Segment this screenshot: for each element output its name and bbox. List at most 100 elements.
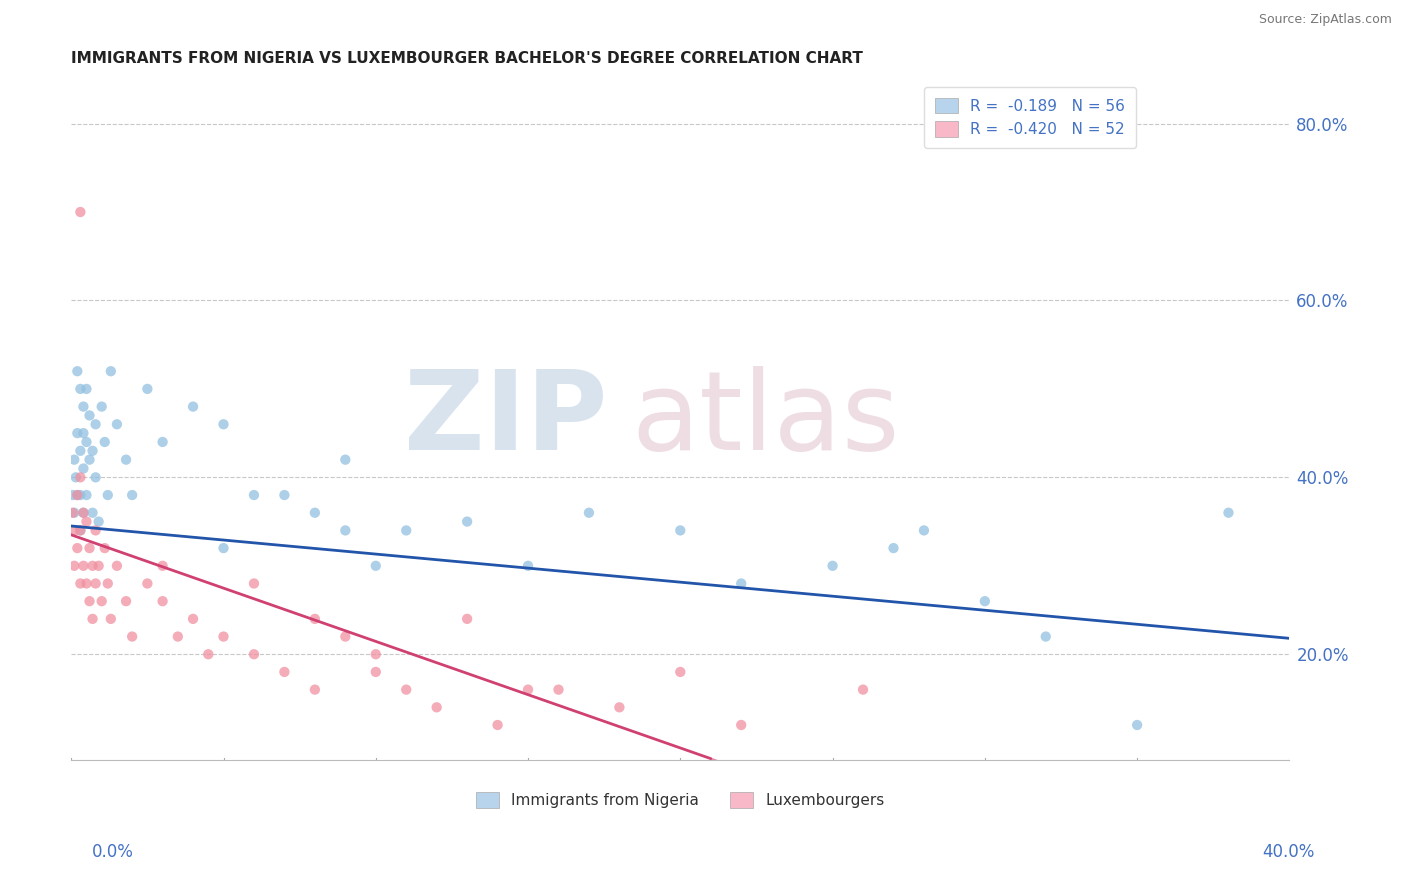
Point [426, 700, 449, 714]
Point [456, 515, 478, 529]
Text: atlas: atlas [631, 367, 900, 474]
Point [84, 576, 107, 591]
Point [609, 700, 631, 714]
Point [90, 594, 112, 608]
Point [821, 558, 844, 573]
Point [115, 452, 138, 467]
Point [273, 488, 295, 502]
Point [79, 594, 101, 608]
Point [212, 541, 235, 555]
Point [669, 665, 692, 679]
Point [304, 612, 326, 626]
Point [100, 612, 122, 626]
Point [69, 524, 91, 538]
Point [364, 558, 387, 573]
Point [66, 541, 89, 555]
Point [212, 417, 235, 432]
Point [75, 515, 97, 529]
Text: ZIP: ZIP [404, 367, 607, 474]
Point [105, 558, 128, 573]
Point [335, 524, 357, 538]
Point [72, 506, 94, 520]
Point [669, 524, 692, 538]
Point [1035, 630, 1057, 644]
Point [72, 461, 94, 475]
Point [69, 470, 91, 484]
Point [547, 682, 569, 697]
Point [84, 524, 107, 538]
Point [181, 400, 204, 414]
Point [97, 488, 120, 502]
Text: 0.0%: 0.0% [91, 843, 134, 861]
Point [93, 434, 115, 449]
Text: Source: ZipAtlas.com: Source: ZipAtlas.com [1258, 13, 1392, 27]
Point [79, 452, 101, 467]
Point [1126, 718, 1149, 732]
Point [152, 594, 174, 608]
Point [66, 488, 89, 502]
Point [75, 576, 97, 591]
Text: IMMIGRANTS FROM NIGERIA VS LUXEMBOURGER BACHELOR'S DEGREE CORRELATION CHART: IMMIGRANTS FROM NIGERIA VS LUXEMBOURGER … [72, 51, 863, 66]
Point [90, 400, 112, 414]
Point [105, 417, 128, 432]
Point [82, 506, 104, 520]
Point [75, 488, 97, 502]
Point [66, 426, 89, 441]
Point [912, 524, 935, 538]
Point [97, 576, 120, 591]
Point [121, 630, 143, 644]
Point [69, 382, 91, 396]
Point [121, 488, 143, 502]
Point [973, 594, 995, 608]
Point [66, 488, 89, 502]
Point [136, 576, 159, 591]
Point [69, 524, 91, 538]
Point [304, 506, 326, 520]
Point [882, 541, 904, 555]
Point [136, 382, 159, 396]
Point [395, 682, 418, 697]
Point [69, 576, 91, 591]
Point [243, 647, 266, 661]
Point [63, 524, 86, 538]
Point [75, 434, 97, 449]
Point [87, 515, 110, 529]
Point [197, 647, 219, 661]
Point [730, 718, 752, 732]
Point [72, 426, 94, 441]
Point [152, 558, 174, 573]
Point [82, 443, 104, 458]
Point [93, 541, 115, 555]
Point [517, 558, 540, 573]
Point [364, 647, 387, 661]
Point [304, 682, 326, 697]
Point [63, 452, 86, 467]
Point [578, 506, 600, 520]
Point [87, 558, 110, 573]
Point [66, 364, 89, 378]
Point [72, 558, 94, 573]
Point [75, 382, 97, 396]
Point [273, 665, 295, 679]
Point [69, 443, 91, 458]
Point [243, 576, 266, 591]
Point [243, 488, 266, 502]
Point [62, 506, 84, 520]
Point [1218, 506, 1240, 520]
Point [486, 718, 509, 732]
Point [63, 558, 86, 573]
Point [335, 452, 357, 467]
Point [79, 409, 101, 423]
Point [79, 541, 101, 555]
Point [82, 612, 104, 626]
Point [212, 630, 235, 644]
Point [115, 594, 138, 608]
Point [100, 364, 122, 378]
Point [65, 470, 87, 484]
Point [84, 470, 107, 484]
Point [517, 682, 540, 697]
Point [69, 488, 91, 502]
Point [852, 682, 875, 697]
Point [72, 506, 94, 520]
Legend: Immigrants from Nigeria, Luxembourgers: Immigrants from Nigeria, Luxembourgers [470, 786, 890, 814]
